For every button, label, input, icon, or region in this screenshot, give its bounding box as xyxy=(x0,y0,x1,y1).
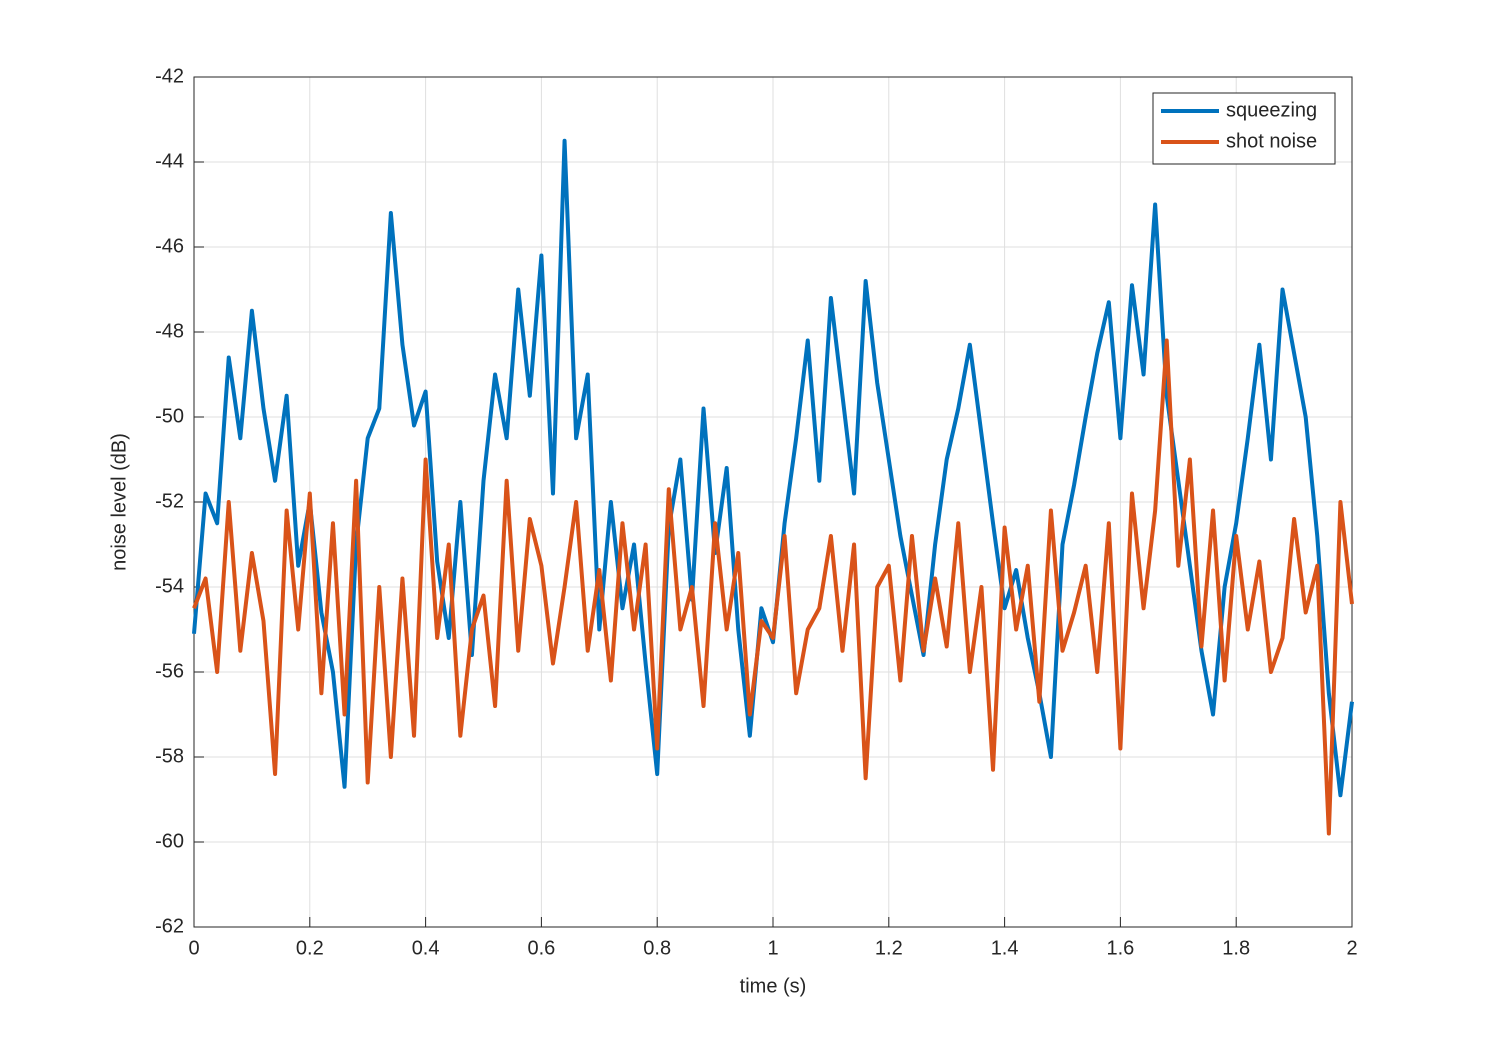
y-tick-label: -56 xyxy=(155,660,184,682)
y-tick-label: -48 xyxy=(155,320,184,342)
legend: squeezing shot noise xyxy=(1152,92,1336,165)
y-tick-label: -42 xyxy=(155,65,184,87)
legend-label: shot noise xyxy=(1226,130,1317,152)
x-tick-label: 0.4 xyxy=(412,937,440,959)
x-tick-label: 0 xyxy=(188,937,199,959)
x-tick-label: 1.2 xyxy=(875,937,903,959)
axes-box xyxy=(193,76,1353,928)
x-tick-label: 0.6 xyxy=(527,937,555,959)
x-tick-label: 1.4 xyxy=(991,937,1019,959)
y-axis-label: noise level (dB) xyxy=(108,433,130,571)
y-tick-label: -50 xyxy=(155,405,184,427)
x-tick-label: 2 xyxy=(1346,937,1357,959)
legend-box xyxy=(1152,92,1336,165)
y-tick-label: -62 xyxy=(155,915,184,937)
x-tick-label: 0.8 xyxy=(643,937,671,959)
y-tick-label: -60 xyxy=(155,830,184,852)
x-axis-label: time (s) xyxy=(740,975,807,997)
x-tick-label: 1.8 xyxy=(1222,937,1250,959)
y-tick-label: -44 xyxy=(155,150,184,172)
y-tick-label: -58 xyxy=(155,745,184,767)
x-tick-label: 1 xyxy=(767,937,778,959)
y-tick-label: -52 xyxy=(155,490,184,512)
series-line xyxy=(192,338,1354,836)
x-tick-label: 1.6 xyxy=(1106,937,1134,959)
y-tick-label: -46 xyxy=(155,235,184,257)
legend-label: squeezing xyxy=(1226,99,1317,121)
x-tick-label: 0.2 xyxy=(296,937,324,959)
y-tick-label: -54 xyxy=(155,575,184,597)
series-line xyxy=(192,138,1354,798)
